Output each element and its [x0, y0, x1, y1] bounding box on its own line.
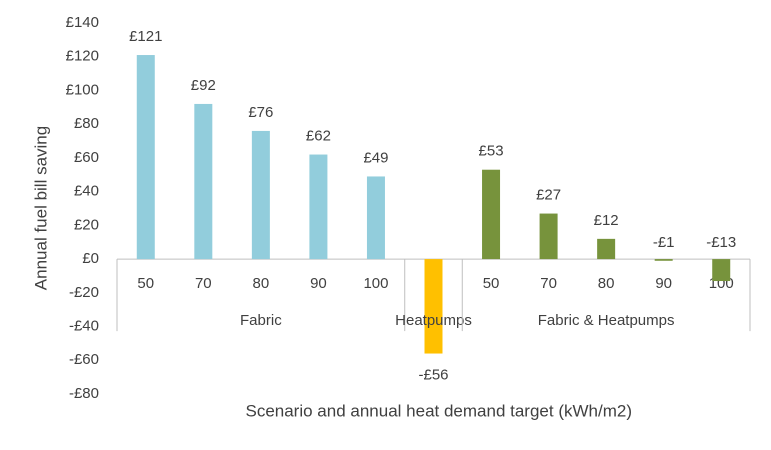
y-tick-label: -£80 — [69, 385, 99, 402]
value-label: £49 — [363, 149, 388, 166]
x-tick-label: 50 — [483, 275, 500, 292]
value-label: -£1 — [653, 234, 675, 251]
y-tick-label: -£60 — [69, 351, 99, 368]
y-tick-label: £80 — [74, 115, 99, 132]
group-label: Heatpumps — [395, 312, 472, 329]
y-tick-label: -£40 — [69, 318, 99, 335]
x-tick-label: 80 — [598, 275, 615, 292]
x-tick-label: 90 — [310, 275, 327, 292]
value-label: £53 — [479, 143, 504, 160]
y-tick-label: £120 — [66, 48, 99, 65]
bar — [654, 259, 673, 261]
value-label: £92 — [191, 77, 216, 94]
x-tick-label: 100 — [363, 275, 388, 292]
group-label: Fabric & Heatpumps — [538, 312, 675, 329]
value-label: -£56 — [418, 366, 448, 383]
x-tick-label: 70 — [540, 275, 557, 292]
x-axis-title: Scenario and annual heat demand target (… — [245, 401, 632, 420]
x-tick-label: 50 — [137, 275, 154, 292]
bar — [251, 130, 270, 260]
bar — [482, 169, 501, 260]
bar — [539, 213, 558, 260]
y-axis-title: Annual fuel bill saving — [31, 126, 50, 290]
bar — [309, 154, 328, 260]
y-tick-label: £0 — [82, 250, 99, 267]
y-tick-label: £100 — [66, 81, 99, 98]
value-label: £121 — [129, 28, 162, 45]
bar — [194, 103, 213, 260]
x-tick-label: 90 — [655, 275, 672, 292]
value-label: £12 — [594, 212, 619, 229]
y-tick-label: -£20 — [69, 284, 99, 301]
y-tick-label: £20 — [74, 216, 99, 233]
y-tick-label: £140 — [66, 14, 99, 31]
bar — [424, 259, 443, 354]
value-label: £27 — [536, 187, 561, 204]
bar — [597, 238, 616, 260]
bar — [136, 55, 155, 260]
value-label: -£13 — [706, 234, 736, 251]
group-label: Fabric — [240, 312, 282, 329]
x-tick-label: 70 — [195, 275, 212, 292]
y-tick-label: £40 — [74, 183, 99, 200]
x-tick-label: 80 — [253, 275, 270, 292]
value-label: £76 — [248, 104, 273, 121]
bar — [366, 176, 385, 260]
y-tick-label: £60 — [74, 149, 99, 166]
bar — [712, 259, 731, 282]
value-label: £62 — [306, 128, 331, 145]
